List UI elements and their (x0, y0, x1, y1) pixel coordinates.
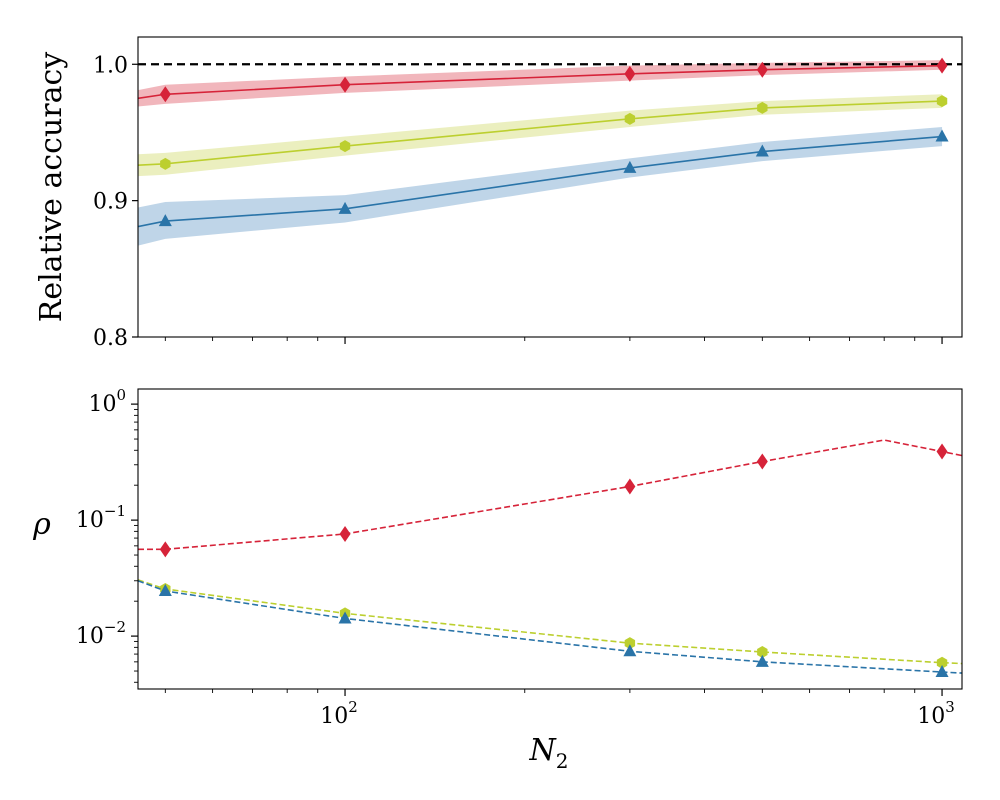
data-point-yellow-green (936, 656, 948, 669)
confidence-band-red (138, 60, 943, 107)
y-tick-label-base: 10 (76, 624, 104, 649)
bottom-frame (137, 388, 963, 690)
y-tick-label: 10−2 (76, 618, 126, 649)
bottom-plot-area (138, 439, 962, 678)
x-tick-label-exponent: 3 (945, 698, 955, 716)
top-plot-area (138, 57, 962, 246)
x-tick-label-base: 10 (320, 704, 348, 729)
y-tick-label-exponent: −1 (104, 502, 126, 520)
y-tick-label-base: 10 (88, 392, 116, 417)
y-tick-label-exponent: 0 (116, 386, 126, 404)
data-point-blue (623, 160, 637, 173)
series-line-yellow-green (138, 579, 962, 665)
data-point-yellow-green (339, 140, 351, 153)
y-tick-label: 0.9 (93, 190, 128, 215)
series-line-blue (138, 135, 943, 228)
x-tick-label-exponent: 2 (348, 698, 358, 716)
data-point-red (339, 76, 351, 93)
data-point-red (159, 541, 171, 558)
x-tick-label: 102 (320, 698, 358, 729)
series-line-blue (138, 580, 962, 674)
data-point-blue (338, 201, 352, 214)
data-point-yellow-green (757, 645, 768, 658)
data-point-yellow-green (624, 112, 636, 125)
data-point-red (339, 525, 351, 542)
data-point-blue (935, 129, 949, 142)
data-point-red (936, 443, 948, 460)
data-point-red (159, 86, 171, 103)
y-tick-label: 10−1 (76, 502, 126, 533)
data-point-blue (158, 583, 172, 596)
confidence-band-blue (138, 127, 943, 246)
data-point-yellow-green (160, 157, 171, 170)
data-point-red (756, 61, 768, 78)
data-point-yellow-green (757, 101, 768, 114)
data-point-red (936, 57, 948, 74)
x-tick-label-base: 10 (917, 704, 945, 729)
y-tick-label: 0.8 (93, 326, 128, 351)
x-tick-label: 103 (917, 698, 955, 729)
bottom-x-axis-label: N2 (529, 733, 569, 773)
series-line-red (138, 439, 962, 551)
confidence-band-yellow-green (138, 94, 943, 177)
top-panel: 0.8 0.9 1.0 (93, 36, 963, 351)
data-point-blue (338, 611, 352, 624)
top-frame (137, 36, 963, 338)
x-axis-label-subscript: 2 (556, 749, 569, 773)
bottom-y-axis-label: ρ (32, 507, 51, 542)
data-point-yellow-green (624, 637, 636, 650)
data-point-red (624, 478, 636, 495)
data-point-red (756, 453, 768, 470)
y-tick-label: 1.0 (93, 53, 128, 78)
y-tick-label: 100 (88, 386, 126, 417)
data-point-blue (623, 644, 637, 657)
data-point-yellow-green (936, 95, 948, 108)
x-axis-label-base: N (529, 733, 558, 768)
data-point-blue (755, 144, 769, 157)
data-point-blue (755, 654, 769, 667)
top-y-axis-label: Relative accuracy (34, 52, 69, 323)
data-point-blue (158, 214, 172, 227)
y-tick-label-base: 10 (76, 508, 104, 533)
data-point-blue (935, 665, 949, 678)
data-point-red (624, 65, 636, 82)
y-tick-label-exponent: −2 (104, 618, 126, 636)
